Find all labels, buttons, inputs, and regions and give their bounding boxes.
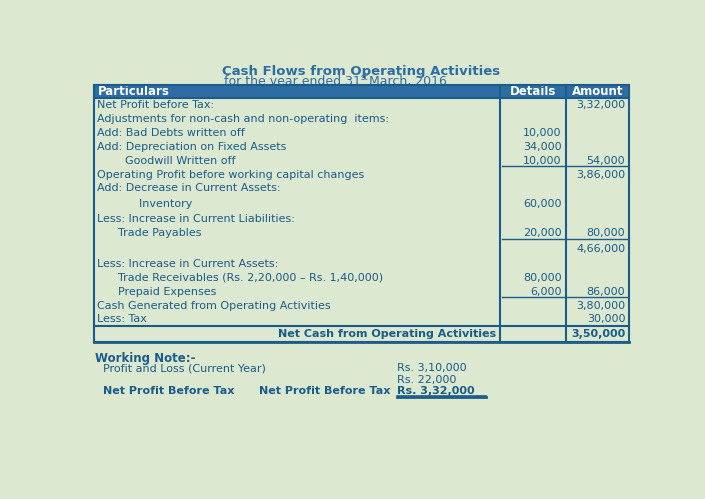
Text: 54,000: 54,000 <box>587 156 625 166</box>
Text: Net Profit Before Tax: Net Profit Before Tax <box>259 386 391 396</box>
Text: Add: Bad Debts written off: Add: Bad Debts written off <box>97 128 245 138</box>
Text: 20,000: 20,000 <box>523 228 562 238</box>
Text: 80,000: 80,000 <box>523 273 562 283</box>
Text: 10,000: 10,000 <box>523 156 562 166</box>
Text: Working Note:-: Working Note:- <box>95 352 195 365</box>
Text: Add: Decrease in Current Assets:: Add: Decrease in Current Assets: <box>97 184 281 194</box>
Text: Less: Increase in Current Assets:: Less: Increase in Current Assets: <box>97 259 278 269</box>
Text: 30,000: 30,000 <box>587 314 625 324</box>
Text: Rs. 22,000: Rs. 22,000 <box>397 375 456 385</box>
Text: 80,000: 80,000 <box>587 228 625 238</box>
Text: Trade Payables: Trade Payables <box>97 228 202 238</box>
Text: Trade Receivables (Rs. 2,20,000 – Rs. 1,40,000): Trade Receivables (Rs. 2,20,000 – Rs. 1,… <box>97 273 384 283</box>
Text: Net Cash from Operating Activities: Net Cash from Operating Activities <box>278 329 496 339</box>
Text: 3,80,000: 3,80,000 <box>576 300 625 310</box>
Text: Rs. 3,32,000: Rs. 3,32,000 <box>397 386 474 396</box>
Text: Rs. 3,10,000: Rs. 3,10,000 <box>397 363 466 373</box>
Text: Less: Tax: Less: Tax <box>97 314 147 324</box>
Text: Goodwill Written off: Goodwill Written off <box>97 156 236 166</box>
Text: 3,86,000: 3,86,000 <box>576 170 625 180</box>
Text: Adjustments for non-cash and non-operating  items:: Adjustments for non-cash and non-operati… <box>97 114 389 124</box>
Text: Amount: Amount <box>572 85 623 98</box>
Bar <box>94 85 629 98</box>
Text: Net Profit before Tax:: Net Profit before Tax: <box>97 100 214 110</box>
Text: Prepaid Expenses: Prepaid Expenses <box>97 286 217 296</box>
Text: Net Profit Before Tax: Net Profit Before Tax <box>103 386 234 396</box>
Text: 60,000: 60,000 <box>523 199 562 209</box>
Text: st: st <box>361 73 369 82</box>
Text: 10,000: 10,000 <box>523 128 562 138</box>
Text: 3,50,000: 3,50,000 <box>571 329 625 339</box>
Text: 6,000: 6,000 <box>530 286 562 296</box>
Text: March, 2016: March, 2016 <box>364 75 447 88</box>
Text: Less: Increase in Current Liabilities:: Less: Increase in Current Liabilities: <box>97 214 295 224</box>
Text: Inventory: Inventory <box>97 199 192 209</box>
Text: Profit and Loss (Current Year): Profit and Loss (Current Year) <box>103 363 266 373</box>
Text: Details: Details <box>510 85 556 98</box>
Text: Operating Profit before working capital changes: Operating Profit before working capital … <box>97 170 364 180</box>
Text: Less: Profit and Loss (Previous Year): Less: Profit and Loss (Previous Year) <box>0 498 1 499</box>
Text: 4,66,000: 4,66,000 <box>576 244 625 253</box>
Text: for the year ended 31: for the year ended 31 <box>224 75 361 88</box>
Text: Cash Flows from Operating Activities: Cash Flows from Operating Activities <box>222 65 501 78</box>
Text: Add: Depreciation on Fixed Assets: Add: Depreciation on Fixed Assets <box>97 142 287 152</box>
Text: Particulars: Particulars <box>98 85 170 98</box>
Text: 86,000: 86,000 <box>587 286 625 296</box>
Text: 3,32,000: 3,32,000 <box>576 100 625 110</box>
Text: 34,000: 34,000 <box>523 142 562 152</box>
Text: Cash Generated from Operating Activities: Cash Generated from Operating Activities <box>97 300 331 310</box>
